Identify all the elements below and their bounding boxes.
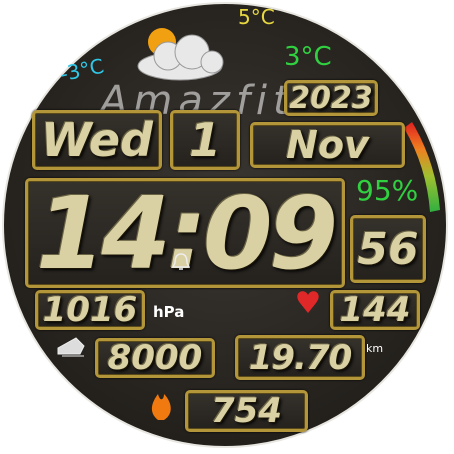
heart-icon — [297, 291, 319, 313]
shoe-icon — [57, 337, 85, 357]
flame-icon — [151, 394, 171, 420]
time: 14:09 — [25, 175, 345, 292]
weather-current: 3°C — [284, 42, 332, 72]
calories: 754 — [185, 390, 308, 432]
steps: 8000 — [95, 338, 215, 378]
seconds: 56 — [350, 215, 426, 283]
hours: 14 — [35, 174, 171, 292]
battery: 95% — [356, 174, 419, 207]
battery-arc — [404, 122, 440, 212]
separator: : — [167, 174, 207, 292]
distance: 19.70 — [235, 335, 365, 380]
distance-unit: km — [366, 342, 384, 355]
cloud — [137, 34, 224, 81]
pressure-unit: hPa — [153, 303, 185, 321]
weather-high: 5°C — [238, 5, 275, 29]
pressure: 1016 — [35, 290, 145, 330]
heart-rate: 144 — [330, 290, 420, 330]
month: Nov — [250, 122, 405, 168]
day: 1 — [170, 110, 240, 170]
year: 2023 — [284, 80, 378, 116]
minutes: 09 — [203, 174, 338, 292]
alarm-icon — [172, 253, 190, 270]
weekday: Wed — [32, 110, 162, 170]
